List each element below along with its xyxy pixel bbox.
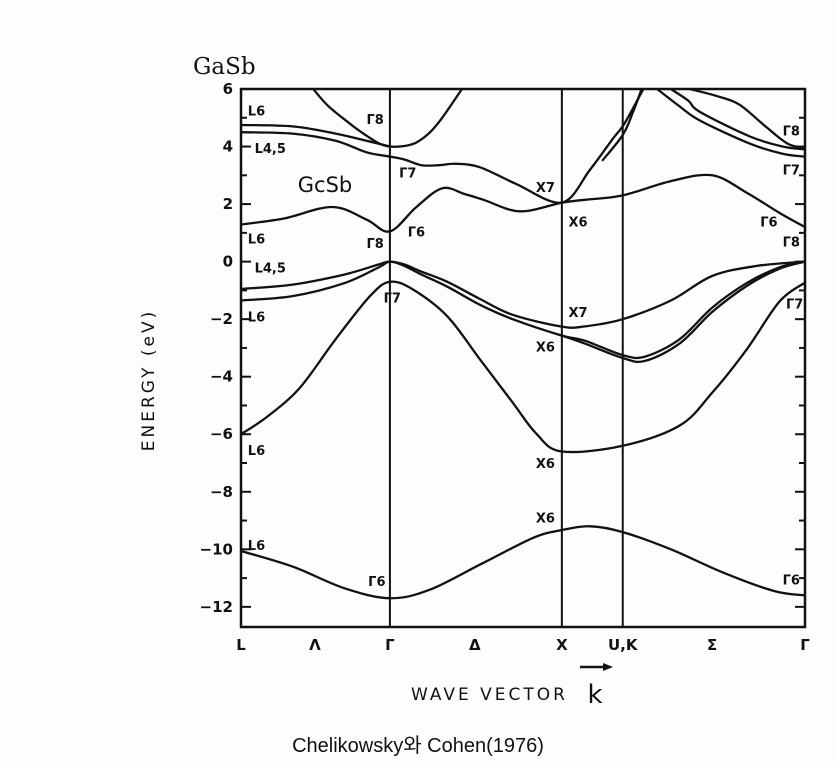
y-axis-label: ENERGY (eV) — [139, 309, 159, 451]
y-tick-label: −4 — [210, 368, 233, 386]
energy-band — [241, 173, 805, 233]
energy-band — [561, 260, 805, 364]
symmetry-label: Γ8 — [366, 237, 383, 252]
y-tick-label: 6 — [223, 80, 233, 98]
symmetry-label: X6 — [536, 512, 555, 527]
symmetry-label: X6 — [568, 215, 587, 230]
y-tick-label: −2 — [210, 310, 233, 328]
symmetry-label: Γ6 — [408, 225, 425, 240]
symmetry-label: Γ8 — [783, 125, 800, 140]
symmetry-label: Γ6 — [760, 215, 777, 230]
symmetry-label: Γ7 — [783, 164, 800, 179]
symmetry-label: Γ8 — [783, 235, 800, 250]
band-curves — [241, 89, 805, 600]
symmetry-label: L6 — [248, 233, 265, 248]
y-tick-label: −10 — [200, 540, 233, 558]
inner-material-label: GcSb — [298, 173, 352, 197]
y-tick-label: 0 — [223, 253, 233, 271]
energy-band — [670, 89, 805, 151]
symmetry-label: L4,5 — [255, 142, 286, 157]
energy-band — [689, 89, 805, 150]
symmetry-label: L6 — [248, 310, 265, 325]
x-tick-label: L — [236, 636, 246, 654]
symmetry-label: Γ7 — [786, 297, 803, 312]
x-tick-label: Λ — [309, 636, 321, 654]
plot-frame — [239, 87, 807, 629]
x-tick-label: Δ — [469, 636, 481, 654]
figure-title: GaSb — [193, 54, 256, 80]
energy-band — [656, 89, 805, 158]
point-labels: L6 L4,5 L6 L4,5 L6 L6 L6 Γ8 Γ7 Γ6 Γ8 Γ7 Γ6 X7 X6 X7 X6 X6… — [248, 105, 804, 590]
x-tick-label: Γ — [385, 636, 395, 654]
symmetry-label: Γ6 — [783, 574, 800, 589]
symmetry-label: Γ6 — [368, 575, 385, 590]
energy-band — [241, 260, 805, 329]
energy-band — [241, 525, 805, 600]
symmetry-label: X6 — [536, 457, 555, 472]
energy-band — [241, 89, 645, 204]
symmetry-label: Γ7 — [384, 292, 401, 307]
symmetry-label: X6 — [536, 340, 555, 355]
symmetry-label: Γ8 — [366, 113, 383, 128]
symmetry-label: L6 — [248, 105, 265, 120]
y-tick-label: −8 — [210, 483, 233, 501]
x-axis-symbol: k — [587, 680, 602, 710]
energy-band — [241, 280, 805, 454]
x-tick-label: X — [556, 636, 568, 654]
y-tick-label: 2 — [223, 195, 233, 213]
axes: 6 4 2 0 −2 −4 −6 −8 −10 −12 L Λ Γ Δ X U,K Σ Γ — [200, 80, 811, 654]
energy-band — [312, 89, 463, 148]
vector-arrow-icon — [580, 663, 613, 671]
x-tick-label: U,K — [608, 636, 639, 654]
x-axis-label: WAVE VECTOR — [411, 685, 568, 705]
y-tick-label: −12 — [200, 598, 233, 616]
x-tick-label: Σ — [707, 636, 717, 654]
symmetry-label: X7 — [568, 306, 587, 321]
y-tick-label: 4 — [223, 138, 233, 156]
energy-band — [241, 123, 391, 148]
symmetry-label: Γ7 — [399, 166, 416, 181]
energy-band — [601, 89, 643, 162]
x-tick-label: Γ — [800, 636, 810, 654]
energy-band — [241, 260, 805, 360]
symmetry-label: L6 — [248, 444, 265, 459]
symmetry-label: L6 — [248, 539, 265, 554]
figure-caption: Chelikowsky와 Cohen(1976) — [292, 734, 544, 757]
symmetry-label: X7 — [536, 181, 555, 196]
y-tick-label: −6 — [210, 425, 233, 443]
symmetry-label: L4,5 — [255, 261, 286, 276]
